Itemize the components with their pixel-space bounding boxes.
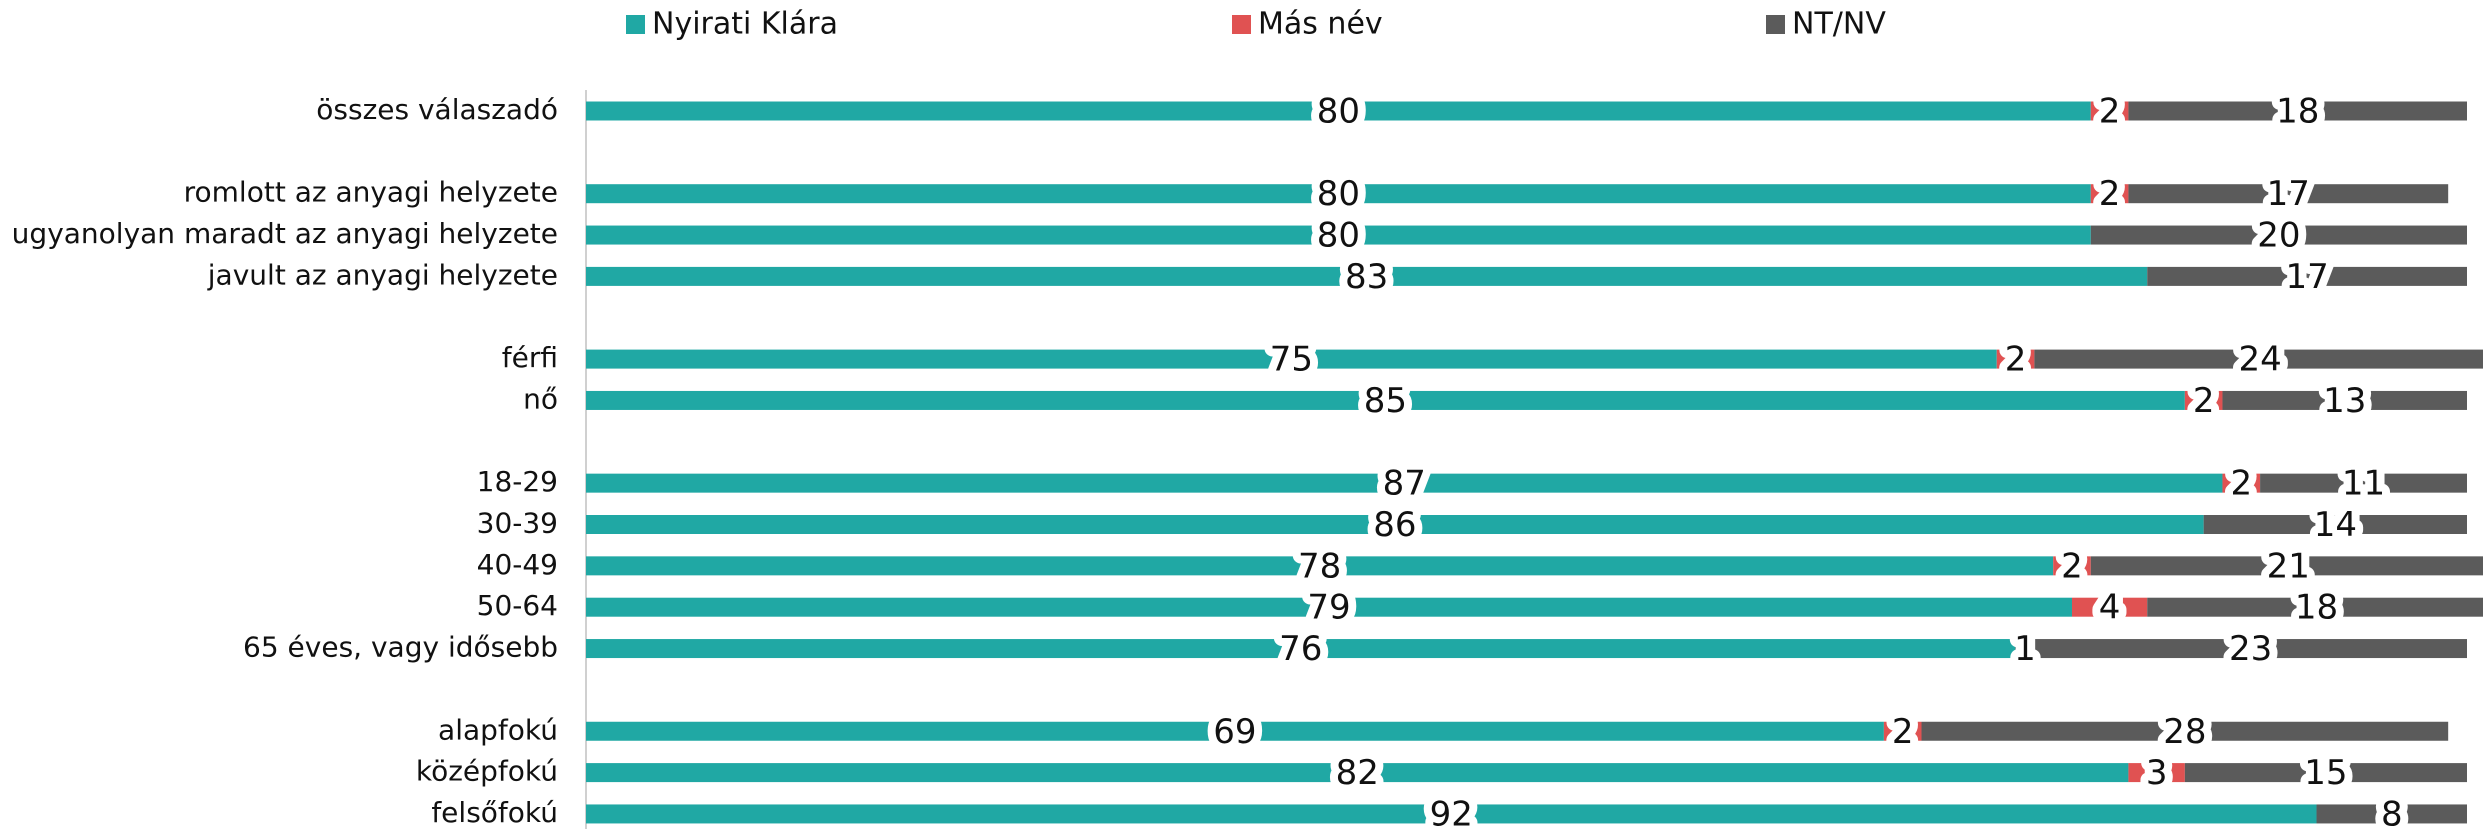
- category-label: 30-39: [477, 507, 558, 540]
- legend-swatch: [1232, 15, 1251, 34]
- value-label: 14: [2314, 505, 2357, 545]
- bar-segment: [2128, 101, 2467, 121]
- value-label: 21: [2267, 546, 2310, 586]
- value-label: 3: [2146, 753, 2168, 793]
- value-label: 80: [1317, 174, 1360, 214]
- value-label: 80: [1317, 216, 1360, 256]
- bar-segment: [2128, 184, 2449, 204]
- value-label: 69: [1213, 712, 1256, 752]
- bar-segment: [586, 721, 1884, 741]
- bar-segment: [586, 556, 2054, 576]
- bar-segment: [586, 473, 2223, 493]
- value-label: 78: [1298, 546, 1341, 586]
- value-label: 79: [1307, 588, 1350, 628]
- category-label: összes válaszadó: [316, 93, 558, 126]
- bar-segment: [2034, 639, 2467, 659]
- value-label: 20: [2257, 216, 2300, 256]
- value-label: 85: [1364, 381, 1407, 421]
- value-label: 1: [2014, 629, 2036, 669]
- bar-segment: [1883, 721, 1922, 741]
- value-label: 13: [2323, 381, 2366, 421]
- bar-segment: [586, 225, 2091, 245]
- bar-segment: [2260, 473, 2467, 493]
- category-label: 50-64: [477, 589, 558, 622]
- category-label: ugyanolyan maradt az anyagi helyzete: [12, 217, 558, 250]
- bar-segment: [2222, 473, 2261, 493]
- value-label: 2: [1892, 712, 1914, 752]
- bar-segment: [586, 804, 2317, 824]
- value-label: 11: [2342, 464, 2385, 504]
- bar-segment: [2316, 804, 2467, 824]
- value-label: 4: [2099, 588, 2121, 628]
- value-label: 24: [2238, 340, 2281, 380]
- bar-segment: [586, 515, 2204, 534]
- legend-label: Más név: [1258, 7, 1383, 42]
- value-label: 92: [1430, 794, 1473, 829]
- legend-swatch: [626, 15, 645, 34]
- bar-segment: [586, 390, 2185, 410]
- bar-segment: [2090, 556, 2483, 576]
- value-label: 15: [2304, 753, 2347, 793]
- bar-segment: [586, 639, 2016, 659]
- value-label: 82: [1336, 753, 1379, 793]
- bar-segment: [586, 349, 1997, 369]
- bar-segment: [586, 763, 2129, 783]
- value-label: 17: [2267, 174, 2310, 214]
- bar-segment: [2053, 556, 2091, 576]
- value-label: 18: [2276, 92, 2319, 132]
- bar-segment: [586, 597, 2072, 617]
- value-label: 8: [2381, 794, 2403, 829]
- bar-segment: [2184, 390, 2223, 410]
- bar-segment: [2071, 597, 2148, 617]
- legend-label: Nyirati Klára: [652, 7, 838, 42]
- bar-segment: [586, 101, 2091, 121]
- value-label: 17: [2285, 257, 2328, 297]
- legend-swatch: [1766, 15, 1785, 34]
- bar-segment: [586, 184, 2091, 204]
- category-label: férfi: [502, 341, 558, 374]
- bar-segment: [2090, 225, 2467, 245]
- bar-segment: [2203, 515, 2467, 534]
- category-label: alapfokú: [438, 713, 558, 746]
- value-label: 87: [1383, 464, 1426, 504]
- value-label: 2: [2230, 464, 2252, 504]
- bar-segment: [2147, 266, 2467, 286]
- bar-segment: [586, 266, 2148, 286]
- value-label: 86: [1373, 505, 1416, 545]
- bar-segment: [2128, 763, 2185, 783]
- value-label: 2: [2099, 174, 2121, 214]
- legend-label: NT/NV: [1792, 7, 1886, 42]
- value-label: 2: [2099, 92, 2121, 132]
- bar-segment: [2015, 639, 2035, 659]
- bar-segment: [1996, 349, 2035, 369]
- value-label: 80: [1317, 92, 1360, 132]
- value-label: 2: [2005, 340, 2027, 380]
- value-label: 2: [2193, 381, 2215, 421]
- value-label: 75: [1270, 340, 1313, 380]
- bar-segment: [2090, 184, 2129, 204]
- bar-segment: [2090, 101, 2129, 121]
- bar-segment: [2184, 763, 2467, 783]
- category-label: középfokú: [416, 755, 558, 788]
- value-label: 23: [2229, 629, 2272, 669]
- bar-segment: [2034, 349, 2483, 369]
- category-label: javult az anyagi helyzete: [207, 258, 558, 291]
- category-label: 40-49: [477, 548, 558, 581]
- category-label: 65 éves, vagy idősebb: [243, 631, 558, 664]
- value-label: 2: [2061, 546, 2083, 586]
- bar-segment: [2222, 390, 2467, 410]
- category-label: nő: [523, 382, 558, 415]
- category-label: felsőfokú: [431, 796, 558, 829]
- bar-segment: [2147, 597, 2483, 617]
- bar-segment: [1921, 721, 2449, 741]
- value-label: 83: [1345, 257, 1388, 297]
- value-label: 18: [2295, 588, 2338, 628]
- value-label: 76: [1279, 629, 1322, 669]
- category-label: 18-29: [477, 465, 558, 498]
- category-label: romlott az anyagi helyzete: [184, 176, 558, 209]
- value-label: 28: [2163, 712, 2206, 752]
